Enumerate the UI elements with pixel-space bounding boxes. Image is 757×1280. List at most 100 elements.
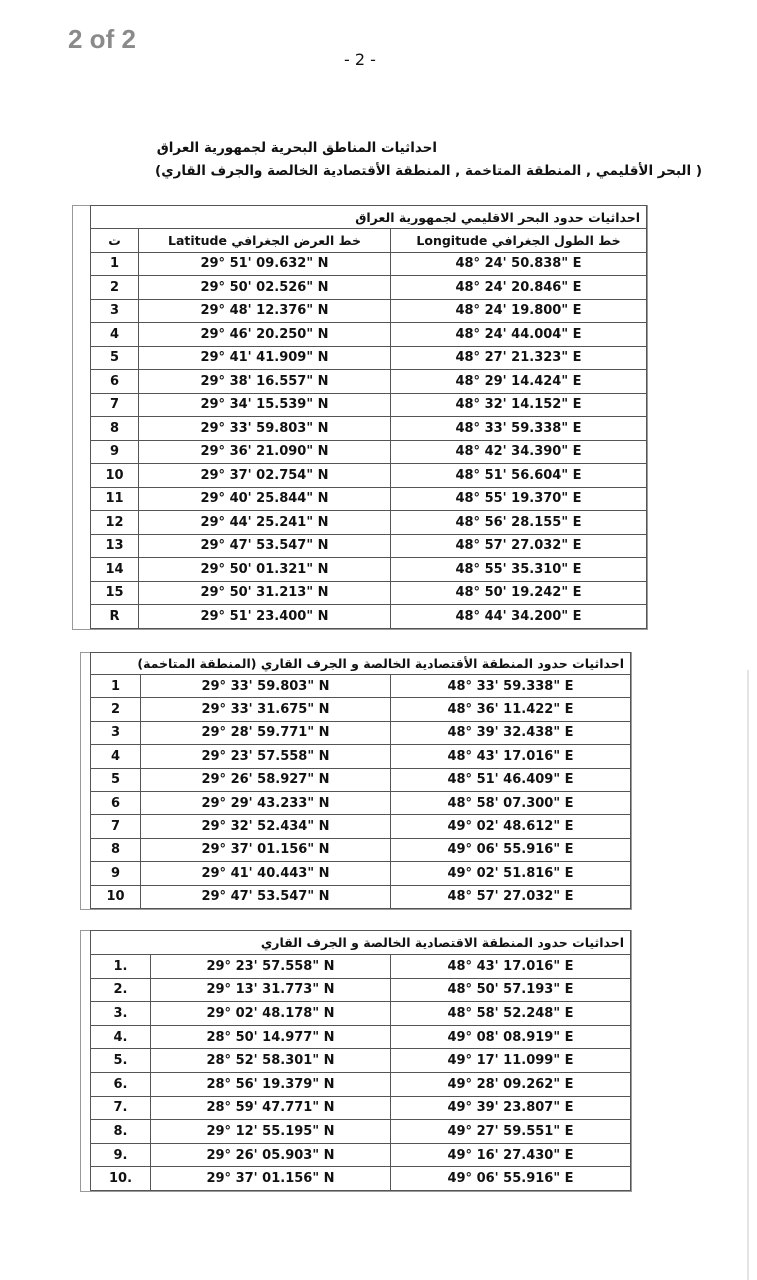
table-row: 7 29° 32' 52.434" N 49° 02' 48.612" E xyxy=(90,814,631,839)
column-header: ت xyxy=(90,228,139,253)
coordinate-table: احداثيات حدود المنطقة الاقتصادية الخالصة… xyxy=(90,930,631,1191)
table-row: 1 29° 33' 59.803" N 48° 33' 59.338" E xyxy=(90,673,631,699)
latitude: 29° 37' 02.754" N xyxy=(138,463,391,488)
longitude: 48° 55' 35.310" E xyxy=(389,557,648,582)
row-number: 10. xyxy=(90,1166,151,1191)
longitude: 49° 39' 23.807" E xyxy=(390,1095,631,1121)
table-row: 6. 28° 56' 19.379" N 49° 28' 09.262" E xyxy=(90,1071,631,1097)
table-row: 6 29° 38' 16.557" N 48° 29' 14.424" E xyxy=(90,369,648,394)
longitude: 48° 57' 27.032" E xyxy=(389,533,648,558)
latitude: 29° 28' 59.771" N xyxy=(140,720,391,746)
row-number: 1. xyxy=(90,954,151,979)
latitude: 29° 37' 01.156" N xyxy=(150,1166,391,1191)
latitude: 29° 33' 31.675" N xyxy=(140,697,391,722)
row-number: 10 xyxy=(90,884,141,909)
longitude: 48° 51' 46.409" E xyxy=(390,767,631,792)
table-row: 4 29° 46' 20.250" N 48° 24' 44.004" E xyxy=(90,322,648,347)
latitude: 29° 51' 09.632" N xyxy=(138,251,391,276)
row-number: 3 xyxy=(90,298,139,323)
row-number: 7 xyxy=(90,814,141,839)
table-row: 8. 29° 12' 55.195" N 49° 27' 59.551" E xyxy=(90,1119,631,1144)
row-number: 4 xyxy=(90,322,139,347)
row-number: 13 xyxy=(90,533,139,558)
latitude: 29° 26' 58.927" N xyxy=(140,767,391,792)
latitude: 29° 47' 53.547" N xyxy=(140,884,391,909)
table-row: 10 29° 47' 53.547" N 48° 57' 27.032" E xyxy=(90,884,631,909)
latitude: 29° 51' 23.400" N xyxy=(138,604,391,629)
longitude: 49° 27' 59.551" E xyxy=(390,1119,631,1144)
scan-edge xyxy=(747,670,749,1280)
longitude: 48° 24' 44.004" E xyxy=(389,322,648,347)
longitude: 48° 29' 14.424" E xyxy=(389,369,648,394)
row-number: 2 xyxy=(90,275,139,300)
table-title: احداثيات حدود البحر الاقليمي لجمهورية ال… xyxy=(89,205,648,229)
page-number: - 2 - xyxy=(344,50,376,69)
latitude: 28° 52' 58.301" N xyxy=(150,1048,391,1073)
table-row: 3 29° 28' 59.771" N 48° 39' 32.438" E xyxy=(90,720,631,746)
table-row: 7. 28° 59' 47.771" N 49° 39' 23.807" E xyxy=(90,1095,631,1121)
row-number: 3 xyxy=(90,720,141,746)
row-number: 5 xyxy=(90,345,139,370)
row-number: 8 xyxy=(90,837,141,863)
longitude: 48° 43' 17.016" E xyxy=(390,744,631,769)
row-number: 5 xyxy=(90,767,141,792)
table-row: 5 29° 41' 41.909" N 48° 27' 21.323" E xyxy=(90,345,648,370)
row-number: 1 xyxy=(90,673,141,699)
table-row: 4 29° 23' 57.558" N 48° 43' 17.016" E xyxy=(90,744,631,769)
title-row: احداثيات حدود المنطقة الاقتصادية الخالصة… xyxy=(90,930,631,955)
row-number: R xyxy=(90,604,139,629)
longitude: 48° 56' 28.155" E xyxy=(389,510,648,535)
page-label: 2 of 2 xyxy=(68,24,136,54)
longitude: 49° 06' 55.916" E xyxy=(390,1166,631,1191)
table-row: 3. 29° 02' 48.178" N 48° 58' 52.248" E xyxy=(90,1001,631,1026)
title-row: احداثيات حدود المنطقة الأقتصادية الخالصة… xyxy=(90,652,631,675)
row-number: 11 xyxy=(90,486,139,511)
row-number: 7 xyxy=(90,392,139,417)
longitude: 48° 44' 34.200" E xyxy=(389,604,648,629)
longitude: 48° 42' 34.390" E xyxy=(389,439,648,464)
latitude: 29° 29' 43.233" N xyxy=(140,790,391,816)
table-row: 9. 29° 26' 05.903" N 49° 16' 27.430" E xyxy=(90,1142,631,1168)
coordinate-table: احداثيات حدود المنطقة الأقتصادية الخالصة… xyxy=(90,652,631,909)
row-number: 7. xyxy=(90,1095,151,1121)
latitude: 29° 44' 25.241" N xyxy=(138,510,391,535)
table-row: 1. 29° 23' 57.558" N 48° 43' 17.016" E xyxy=(90,954,631,979)
subheading: ( البحر الأقليمي , المنطقة المتاخمة , ال… xyxy=(155,163,702,179)
longitude: 48° 27' 21.323" E xyxy=(389,345,648,370)
row-number: 2 xyxy=(90,697,141,722)
latitude: 28° 56' 19.379" N xyxy=(150,1071,391,1097)
longitude: 48° 24' 50.838" E xyxy=(389,251,648,276)
row-number: 6 xyxy=(90,369,139,394)
longitude: 48° 33' 59.338" E xyxy=(389,416,648,441)
latitude: 29° 02' 48.178" N xyxy=(150,1001,391,1026)
table-row: 8 29° 37' 01.156" N 49° 06' 55.916" E xyxy=(90,837,631,863)
row-number: 9 xyxy=(90,861,141,886)
longitude: 48° 58' 07.300" E xyxy=(390,790,631,816)
latitude: 29° 33' 59.803" N xyxy=(138,416,391,441)
row-number: 8. xyxy=(90,1119,151,1144)
longitude: 49° 28' 09.262" E xyxy=(390,1071,631,1097)
row-number: 6 xyxy=(90,790,141,816)
row-number: 1 xyxy=(90,251,139,276)
latitude: 29° 33' 59.803" N xyxy=(140,673,391,699)
longitude: 48° 50' 57.193" E xyxy=(390,977,631,1003)
column-header: خط العرض الجغرافي Latitude xyxy=(138,228,391,253)
latitude: 29° 23' 57.558" N xyxy=(140,744,391,769)
latitude: 28° 50' 14.977" N xyxy=(150,1024,391,1050)
latitude: 29° 26' 05.903" N xyxy=(150,1142,391,1168)
row-number: 8 xyxy=(90,416,139,441)
row-number: 12 xyxy=(90,510,139,535)
row-number: 4 xyxy=(90,744,141,769)
row-number: 2. xyxy=(90,977,151,1003)
longitude: 48° 33' 59.338" E xyxy=(390,673,631,699)
longitude: 49° 17' 11.099" E xyxy=(390,1048,631,1073)
longitude: 48° 24' 19.800" E xyxy=(389,298,648,323)
latitude: 29° 47' 53.547" N xyxy=(138,533,391,558)
row-number: 5. xyxy=(90,1048,151,1073)
longitude: 49° 06' 55.916" E xyxy=(390,837,631,863)
latitude: 29° 12' 55.195" N xyxy=(150,1119,391,1144)
longitude: 48° 55' 19.370" E xyxy=(389,486,648,511)
latitude: 29° 36' 21.090" N xyxy=(138,439,391,464)
longitude: 48° 51' 56.604" E xyxy=(389,463,648,488)
table-row: 4. 28° 50' 14.977" N 49° 08' 08.919" E xyxy=(90,1024,631,1050)
